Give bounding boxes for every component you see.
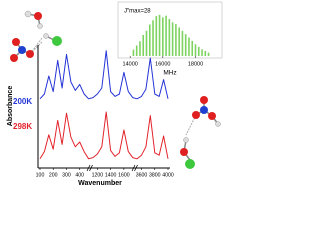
x-tick-label: 1400: [105, 172, 117, 178]
spectrum-line: [39, 50, 169, 100]
axis-break: [86, 164, 138, 172]
y-axis-label: Absorbance: [7, 86, 14, 127]
molecule-right: [180, 96, 221, 169]
x-tick-label: 4000: [162, 172, 174, 178]
x-axis-label: Wavenumber: [78, 180, 122, 187]
x-tick-label: 3800: [149, 172, 161, 178]
x-tick-label: 300: [62, 172, 71, 178]
legend-entry: 298K: [13, 122, 32, 131]
x-tick-label: 16000: [155, 61, 170, 67]
x-tick-label: 14000: [123, 61, 138, 67]
x-tick-label: 200: [49, 172, 58, 178]
x-tick-label: 400: [75, 172, 84, 178]
molecule-top: [10, 10, 62, 62]
x-tick-label: 18000: [188, 61, 203, 67]
graphic: Absorbance Wavenumber 200K 298K J″max=28…: [7, 1, 223, 187]
inset-x-label: MHz: [163, 70, 176, 77]
x-tick-label: 100: [36, 172, 45, 178]
x-tick-label: 1200: [92, 172, 104, 178]
spectrum-line: [39, 111, 169, 160]
inset-annotation: J″max=28: [124, 9, 151, 15]
x-tick-label: 1600: [118, 172, 130, 178]
x-tick-label: 3600: [136, 172, 148, 178]
legend-entry: 200K: [13, 97, 32, 106]
